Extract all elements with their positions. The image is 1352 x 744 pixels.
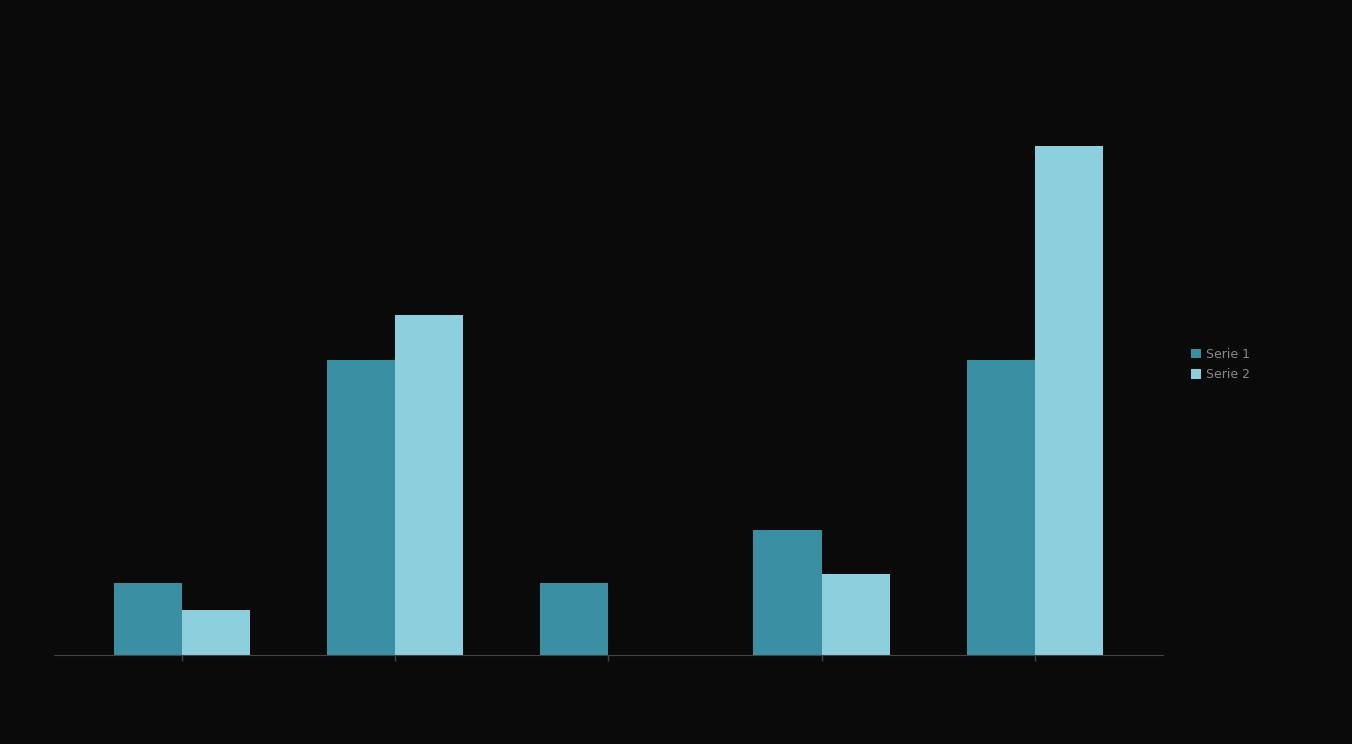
Bar	[753, 530, 822, 655]
Bar	[967, 360, 1034, 655]
Bar	[327, 360, 395, 655]
Bar	[183, 610, 250, 655]
Bar	[114, 583, 183, 655]
Bar	[822, 574, 890, 655]
Bar	[395, 315, 464, 655]
Bar	[1034, 146, 1103, 655]
Legend: Serie 1, Serie 2: Serie 1, Serie 2	[1191, 347, 1251, 382]
Bar	[541, 583, 608, 655]
